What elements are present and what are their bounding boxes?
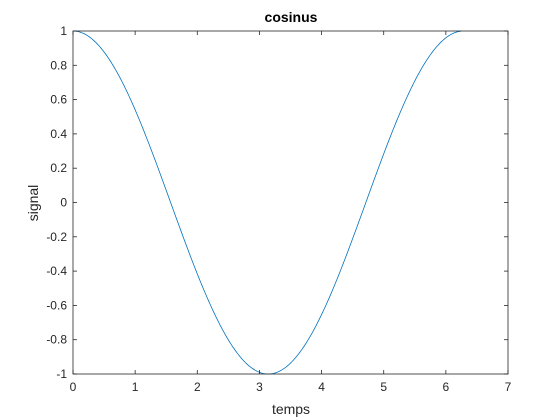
y-axis-label: signal — [25, 185, 41, 222]
y-tick-label-1: -0.8 — [46, 333, 67, 347]
plot-area: 0 1 2 3 4 5 6 7 -1 -0.8 -0.6 -0.4 -0.2 0 0.2 0.4 0.6 0.8 1 — [46, 24, 511, 394]
x-tick-label-5: 5 — [380, 380, 387, 394]
y-tick-label-0: -1 — [56, 367, 67, 381]
x-tick-label-4: 4 — [318, 380, 325, 394]
y-tick-label-10: 1 — [60, 24, 67, 38]
y-tick-label-4: -0.2 — [46, 230, 67, 244]
x-axis-label: temps — [272, 401, 310, 417]
y-tick-label-9: 0.8 — [50, 58, 67, 72]
y-tick-label-6: 0.2 — [50, 161, 67, 175]
y-tick-label-3: -0.4 — [46, 264, 67, 278]
x-tick-label-1: 1 — [132, 380, 139, 394]
plot-background — [73, 31, 508, 374]
x-tick-label-3: 3 — [256, 380, 263, 394]
y-tick-label-8: 0.6 — [50, 93, 67, 107]
x-tick-label-6: 6 — [443, 380, 450, 394]
y-tick-label-5: 0 — [60, 196, 67, 210]
y-tick-label-2: -0.6 — [46, 298, 67, 312]
x-tick-label-7: 7 — [505, 380, 512, 394]
x-tick-label-2: 2 — [194, 380, 201, 394]
x-tick-label-0: 0 — [70, 380, 77, 394]
y-tick-label-7: 0.4 — [50, 127, 67, 141]
chart-title: cosinus — [265, 9, 318, 25]
